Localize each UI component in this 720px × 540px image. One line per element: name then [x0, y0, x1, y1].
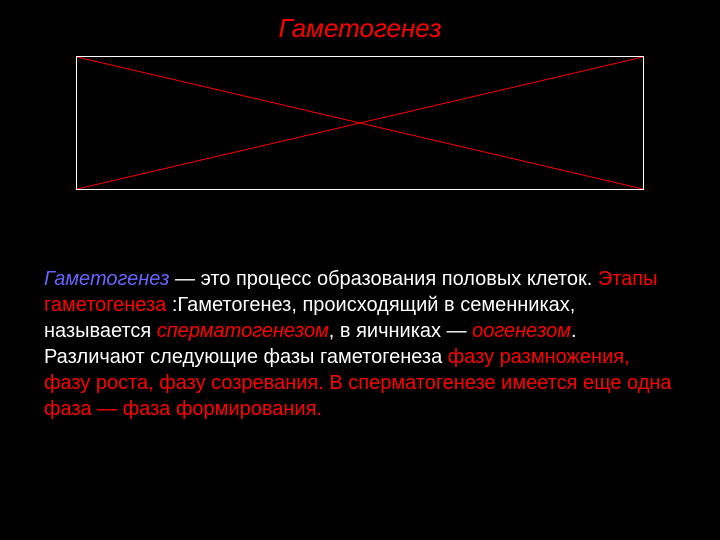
slide: Гаметогенез Гаметогенез — это процесс об…	[0, 0, 720, 540]
missing-image-placeholder	[76, 56, 644, 190]
body-run-5: сперматогенезом	[157, 320, 329, 342]
body-run-1: — это процесс образования половых клеток…	[169, 268, 592, 290]
title-text: Гаметогенез	[278, 13, 441, 43]
body-run-6: , в яичниках —	[329, 320, 472, 342]
body-run-0: Гаметогенез	[44, 268, 169, 290]
cross-icon	[77, 57, 643, 189]
body-paragraph: Гаметогенез — это процесс образования по…	[44, 266, 676, 422]
slide-title: Гаметогенез	[0, 14, 720, 43]
body-run-7: оогенезом	[472, 320, 571, 342]
